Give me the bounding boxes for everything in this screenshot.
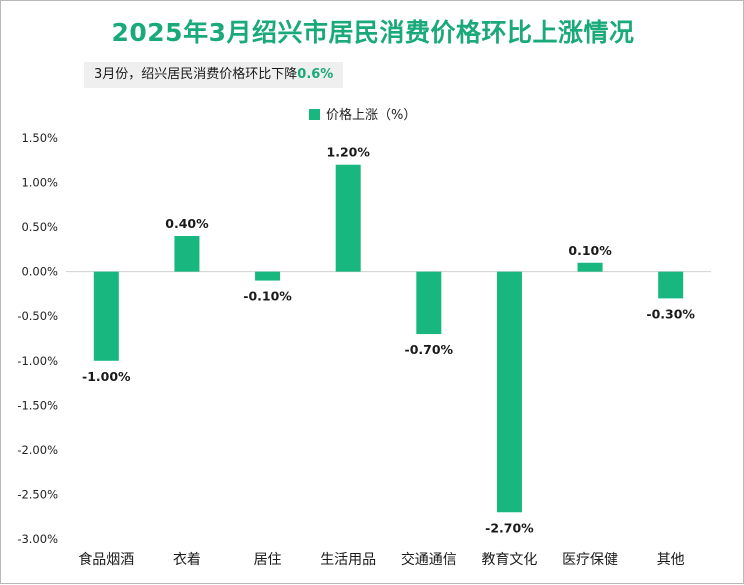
value-label: -0.30% [646,306,695,321]
bar [255,271,281,281]
y-tick-label: -2.50% [17,487,58,501]
y-tick-label: 0.50% [21,220,58,234]
bar [416,271,442,335]
value-label: 0.40% [165,216,209,231]
bar [658,271,684,299]
bar [335,164,361,272]
value-label: 1.20% [327,145,371,160]
subtitle-highlight: 0.6% [297,67,334,82]
y-tick-label: -3.00% [17,532,58,546]
y-axis: 1.50% 1.00% 0.50% 0.00% -0.50% -1.00% -1.50% -2… [17,131,58,546]
x-tick-label: 生活用品 [320,552,376,568]
value-label: -0.70% [405,342,454,357]
value-label: 0.10% [568,243,612,258]
x-tick-label: 医疗保健 [562,552,618,568]
y-tick-label: -1.50% [17,398,58,412]
legend-swatch [309,109,320,120]
y-tick-label: -0.50% [17,309,58,323]
legend: 价格上涨（%） [309,107,416,123]
y-tick-label: 1.00% [21,176,58,190]
x-tick-label: 食品烟酒 [78,551,134,568]
x-tick-label: 交通通信 [401,551,457,568]
value-labels: -1.00% 0.40% -0.10% 1.20% -0.70% -2.70% 0.10% -… [82,145,695,536]
x-axis-labels: 食品烟酒 衣着 居住 生活用品 交通通信 教育文化 医疗保健 其他 [78,551,684,568]
bar [174,236,200,272]
y-tick-label: -2.00% [17,443,58,457]
x-tick-label: 居住 [254,552,282,568]
bar [93,271,119,361]
value-label: -0.10% [243,289,292,304]
x-tick-label: 教育文化 [481,552,537,568]
bars [93,164,684,513]
bar [496,271,522,513]
y-tick-label: -1.00% [17,354,58,368]
value-label: -1.00% [82,369,131,384]
chart-title: 2025年3月绍兴市居民消费价格环比上涨情况 [111,18,635,47]
value-label: -2.70% [485,520,534,535]
y-tick-label: 1.50% [21,131,58,145]
subtitle-box: 3月份，绍兴居民消费价格环比下降0.6% [84,62,344,88]
subtitle-text: 3月份，绍兴居民消费价格环比下降 [94,67,298,82]
y-tick-label: 0.00% [21,265,58,279]
x-tick-label: 衣着 [173,552,201,568]
x-tick-label: 其他 [657,552,685,568]
bar [577,262,603,272]
legend-label: 价格上涨（%） [326,107,416,123]
